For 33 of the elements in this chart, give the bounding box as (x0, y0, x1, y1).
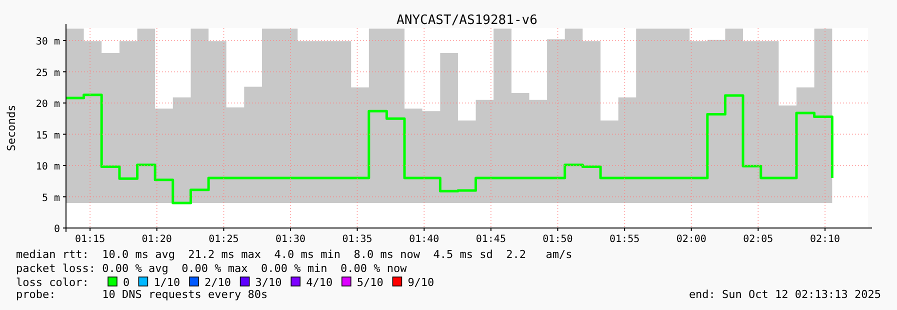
x-tick-label: 02:05 (743, 234, 774, 245)
text: end: Sun Oct 12 02:13:13 2025 (688, 288, 881, 301)
y-tick-label: 0 (54, 224, 60, 235)
x-tick-label: 01:45 (476, 234, 506, 245)
x-tick-label: 01:40 (409, 234, 440, 245)
legend-label: 3/10 (255, 276, 282, 289)
x-tick-label: 02:10 (810, 234, 840, 245)
x-tick-label: 01:35 (342, 234, 372, 245)
text: packet loss: 0.00 % avg 0.00 % max 0.00 % min 0.00 % now (16, 262, 408, 275)
legend-label: 1/10 (154, 276, 180, 289)
y-tick-label: 25 m (36, 68, 60, 79)
x-tick-label: 01:55 (610, 234, 640, 245)
y-tick-label: 15 m (36, 130, 60, 142)
y-axis-title: Seconds (5, 104, 18, 152)
x-tick-label: 01:25 (208, 234, 239, 245)
legend-label: 4/10 (306, 276, 333, 289)
chart-title: ANYCAST/AS19281-v6 (396, 13, 538, 28)
text: median rtt: 10.0 ms avg 21.2 ms max 4.0 ms min 8.0 ms now 4.5 ms sd 2.2 am/s (16, 248, 572, 261)
y-tick-label: 20 m (36, 99, 60, 110)
x-tick-label: 01:20 (142, 234, 172, 245)
text: probe: 10 DNS requests every 80s (16, 288, 268, 301)
legend-label: 9/10 (408, 276, 434, 289)
x-tick-label: 01:15 (75, 234, 106, 245)
x-tick-label: 02:00 (676, 234, 706, 245)
y-tick-label: 30 m (36, 36, 60, 48)
x-tick-label: 01:30 (275, 234, 306, 245)
x-tick-label: 01:50 (542, 234, 573, 245)
y-tick-label: 5 m (42, 192, 60, 204)
y-tick-label: 10 m (36, 162, 60, 172)
legend-label: 0 (123, 276, 130, 289)
legend-label: 2/10 (204, 276, 231, 289)
legend-label: 5/10 (356, 276, 384, 289)
legend-title: loss color: (16, 276, 89, 289)
